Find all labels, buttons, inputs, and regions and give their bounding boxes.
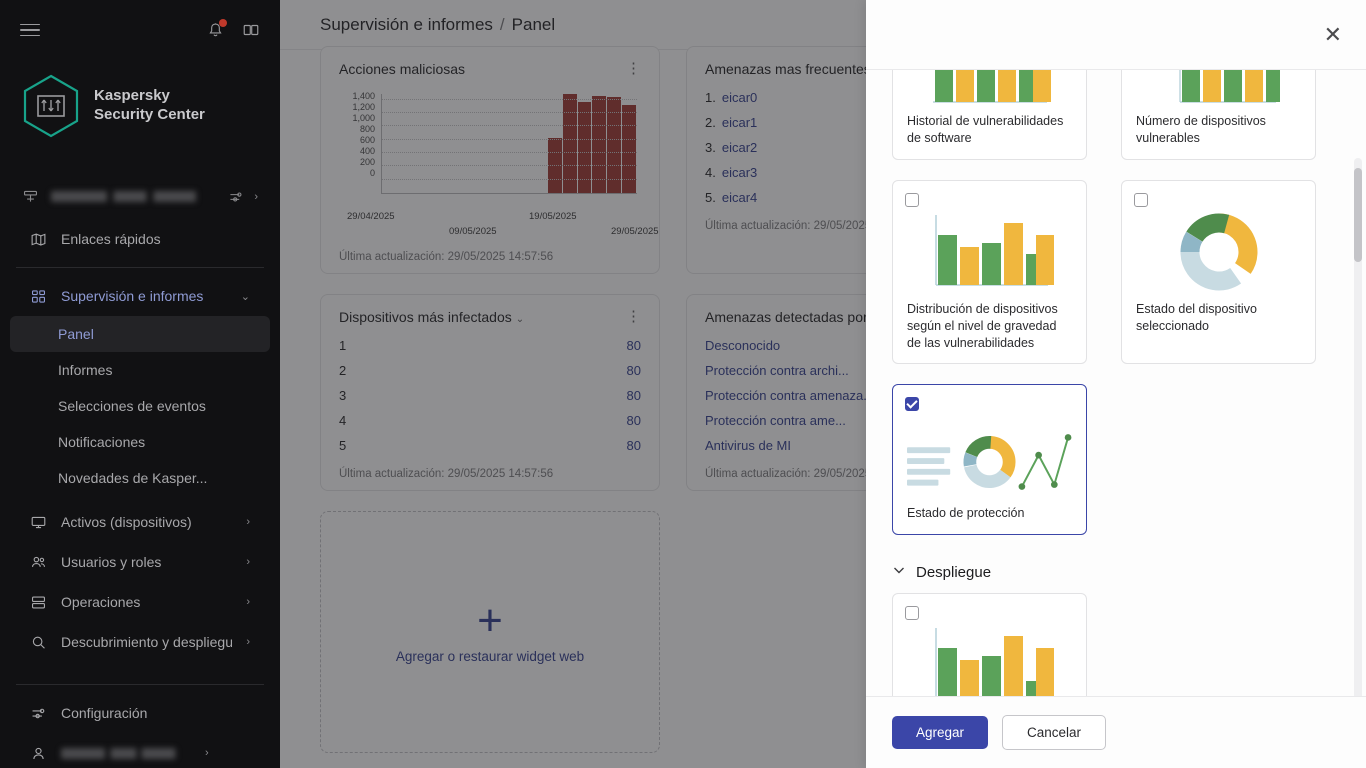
widget-card-label: Estado del dispositivo seleccionado <box>1136 301 1257 333</box>
panel-scrollbar-track[interactable] <box>1354 158 1362 696</box>
brand-line2: Security Center <box>94 106 205 123</box>
widget-card-historial-vulnerabilidades[interactable]: Historial de vulnerabilidades de softwar… <box>892 70 1087 160</box>
sidebar-sub-label: Novedades de Kasper... <box>58 470 208 486</box>
sidebar-sub-label: Notificaciones <box>58 434 146 450</box>
chevron-down-icon[interactable]: ⌄ <box>240 290 250 303</box>
sidebar-topbar <box>0 0 280 60</box>
bar-chart-thumb-icon <box>1136 70 1301 103</box>
brand-text: Kaspersky Security Center <box>94 87 205 125</box>
monitor-icon <box>30 514 47 531</box>
sidebar-divider-footer <box>16 684 264 685</box>
sidebar-item-label: Enlaces rápidos <box>61 231 161 247</box>
sidebar: Kaspersky Security Center <box>0 0 280 768</box>
user-name-blurred <box>61 747 191 759</box>
chevron-right-icon[interactable]: › <box>246 636 250 648</box>
sliders-icon[interactable] <box>228 189 244 205</box>
sidebar-item-label: Supervisión e informes <box>61 288 204 304</box>
sidebar-item-descubrimiento-y-despliegue[interactable]: Descubrimiento y despliegue › <box>10 622 270 662</box>
scope-name-blurred <box>51 191 217 202</box>
donut-chart-thumb-icon <box>1136 213 1301 291</box>
sidebar-item-selecciones-de-eventos[interactable]: Selecciones de eventos <box>10 388 270 424</box>
widget-card-checkbox[interactable] <box>905 606 919 621</box>
sidebar-sub-label: Informes <box>58 362 113 378</box>
widget-card-grid: Historial de vulnerabilidades de softwar… <box>892 70 1340 536</box>
sidebar-divider <box>16 267 264 268</box>
widget-card-label: Historial de vulnerabilidades de softwar… <box>907 114 1064 145</box>
panel-body[interactable]: Historial de vulnerabilidades de softwar… <box>866 70 1366 696</box>
widget-card-checkbox[interactable] <box>905 397 919 412</box>
dashboard-icon <box>30 288 47 305</box>
layers-icon <box>30 594 47 611</box>
sidebar-item-operaciones[interactable]: Operaciones › <box>10 582 270 622</box>
sliders-icon <box>30 705 47 722</box>
sidebar-item-panel[interactable]: Panel <box>10 316 270 352</box>
search-icon <box>30 634 47 651</box>
sidebar-item-usuarios-y-roles[interactable]: Usuarios y roles › <box>10 542 270 582</box>
sidebar-item-label: Activos (dispositivos) <box>61 514 192 530</box>
panel-scrollbar-thumb[interactable] <box>1354 168 1362 262</box>
widget-card-label: Número de dispositivos vulnerables <box>1136 114 1266 145</box>
widget-card-numero-dispositivos-vulnerables[interactable]: Número de dispositivos vulnerables <box>1121 70 1316 160</box>
hamburger-icon[interactable] <box>20 20 40 41</box>
chevron-right-icon[interactable]: › <box>254 190 258 203</box>
sidebar-scope-selector[interactable]: › <box>10 180 270 213</box>
brand-line1: Kaspersky <box>94 87 170 105</box>
sidebar-nav: Enlaces rápidos Supervisión e informes ⌄… <box>0 219 280 768</box>
server-icon <box>22 188 39 205</box>
section-title: Despliegue <box>916 563 992 581</box>
sidebar-sub-label: Selecciones de eventos <box>58 398 206 414</box>
widget-card-distribucion-dispositivos-gravedad[interactable]: Distribución de dispositivos según el ni… <box>892 179 1087 365</box>
map-icon <box>30 231 47 248</box>
chevron-right-icon[interactable]: › <box>205 747 209 759</box>
sidebar-item-label: Operaciones <box>61 594 141 610</box>
sidebar-item-notificaciones[interactable]: Notificaciones <box>10 424 270 460</box>
widget-card-checkbox[interactable] <box>905 192 919 207</box>
close-icon[interactable]: ✕ <box>1323 21 1342 47</box>
sidebar-item-label: Descubrimiento y despliegue <box>61 634 233 650</box>
notification-badge <box>219 19 227 27</box>
agregar-button[interactable]: Agregar <box>892 716 989 749</box>
section-despliegue-header[interactable]: Despliegue <box>892 563 1340 581</box>
panel-footer: Agregar Cancelar <box>866 696 1366 768</box>
chevron-right-icon[interactable]: › <box>246 596 250 608</box>
brand: Kaspersky Security Center <box>0 60 280 138</box>
widget-card-estado-de-proteccion[interactable]: Estado de protección <box>892 384 1087 536</box>
kaspersky-hex-logo <box>22 74 80 138</box>
bar-chart-thumb-icon <box>907 70 1072 103</box>
sidebar-item-user-account[interactable]: › <box>10 733 270 768</box>
sidebar-item-label: Configuración <box>61 705 148 721</box>
user-icon <box>30 745 47 762</box>
sidebar-item-supervision-e-informes[interactable]: Supervisión e informes ⌄ <box>10 276 270 316</box>
chevron-right-icon[interactable]: › <box>246 556 250 568</box>
sidebar-item-configuracion[interactable]: Configuración <box>10 693 270 733</box>
chevron-down-icon[interactable] <box>892 563 906 581</box>
sidebar-item-label: Usuarios y roles <box>61 554 162 570</box>
bar-chart-thumb-icon <box>907 626 1072 696</box>
sidebar-top-actions <box>207 19 260 39</box>
bar-chart-thumb-icon <box>907 213 1072 291</box>
users-icon <box>30 554 47 571</box>
sidebar-item-enlaces-rapidos[interactable]: Enlaces rápidos <box>10 219 270 259</box>
sidebar-item-informes[interactable]: Informes <box>10 352 270 388</box>
mixed-chart-thumb-icon <box>907 417 1072 495</box>
widget-card-label: Estado de protección <box>907 506 1025 521</box>
widget-card-checkbox[interactable] <box>1134 192 1148 207</box>
panel-header: ✕ <box>866 0 1366 70</box>
sidebar-item-novedades[interactable]: Novedades de Kasper... <box>10 460 270 496</box>
panel-scroll-content: Historial de vulnerabilidades de softwar… <box>892 70 1340 696</box>
widget-card-label: Distribución de dispositivos según el ni… <box>907 301 1058 350</box>
cancelar-button[interactable]: Cancelar <box>1002 715 1107 750</box>
widget-card-despliegue-1[interactable] <box>892 593 1087 696</box>
add-widget-panel: ✕ <box>866 0 1366 768</box>
chevron-right-icon[interactable]: › <box>246 516 250 528</box>
bell-icon[interactable] <box>207 19 227 39</box>
sidebar-item-activos-dispositivos[interactable]: Activos (dispositivos) › <box>10 502 270 542</box>
sidebar-sub-label: Panel <box>58 326 94 342</box>
widget-card-estado-dispositivo-seleccionado[interactable]: Estado del dispositivo seleccionado <box>1121 179 1316 365</box>
book-icon[interactable] <box>242 21 260 39</box>
scope-actions: › <box>228 189 258 205</box>
